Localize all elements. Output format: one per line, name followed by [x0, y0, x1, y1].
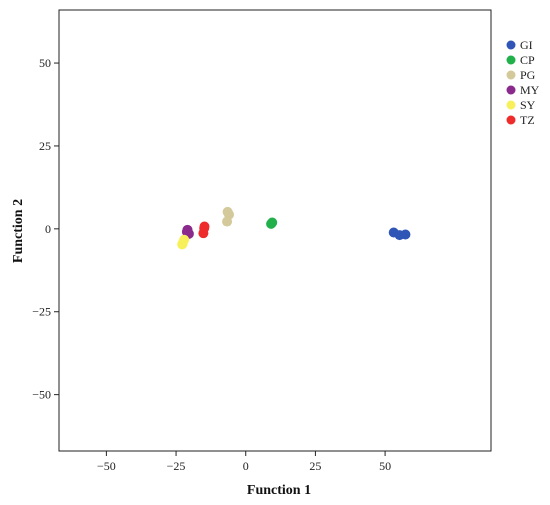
x-tick-label: −25	[167, 459, 186, 473]
data-point-my	[181, 226, 192, 237]
x-tick-label: 0	[243, 459, 249, 473]
data-points	[177, 206, 411, 250]
data-point-tz	[199, 223, 210, 234]
data-point-cp	[267, 217, 278, 228]
y-tick-label: −50	[32, 388, 51, 402]
legend-marker-my	[506, 85, 516, 95]
plot-area	[58, 9, 492, 452]
y-tick-label: 50	[39, 56, 51, 70]
legend-label-pg: PG	[520, 68, 536, 82]
data-point-pg	[222, 216, 233, 227]
legend-label-tz: TZ	[520, 113, 535, 127]
legend-marker-sy	[506, 100, 516, 110]
y-tick-label: −25	[32, 305, 51, 319]
x-axis-ticks: −50 −25 0 25 50	[97, 451, 391, 473]
x-tick-label: 25	[309, 459, 321, 473]
data-point-sy	[177, 239, 188, 250]
legend-marker-cp	[506, 55, 516, 65]
y-axis-label: Function 2	[11, 199, 26, 263]
legend-label-sy: SY	[520, 98, 536, 112]
x-tick-label: −50	[97, 459, 116, 473]
data-point-gi	[400, 229, 411, 240]
legend-marker-tz	[506, 115, 516, 125]
legend-marker-pg	[506, 70, 516, 80]
y-tick-label: 25	[39, 139, 51, 153]
legend-marker-gi	[506, 40, 516, 50]
legend-label-cp: CP	[520, 53, 535, 67]
x-axis-label: Function 1	[247, 483, 311, 498]
x-tick-label: 50	[379, 459, 391, 473]
y-tick-label: 0	[45, 222, 51, 236]
legend-label-gi: GI	[520, 38, 533, 52]
legend-label-my: MY	[520, 83, 540, 97]
y-axis-ticks: −50 −25 0 25 50	[32, 56, 59, 402]
